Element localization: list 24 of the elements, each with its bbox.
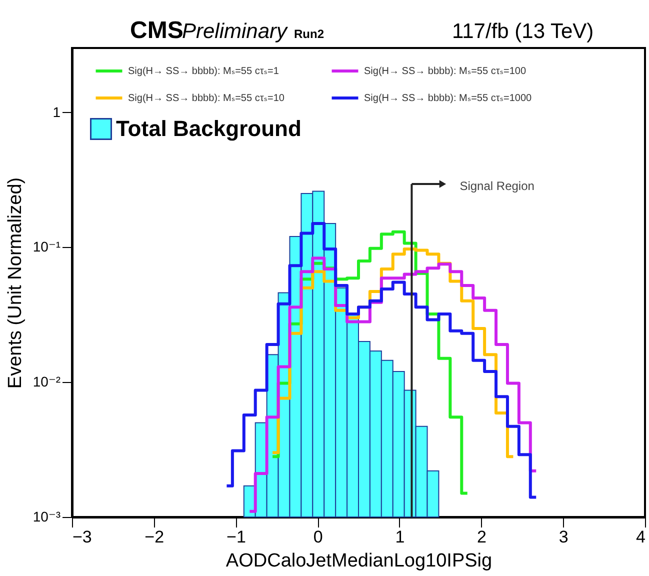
x-tick-label: 4 bbox=[636, 528, 646, 546]
x-axis-title: AODCaloJetMedianLog10IPSig bbox=[226, 550, 492, 572]
ref-line-label: Signal Region bbox=[460, 179, 534, 193]
x-tick-label: 1 bbox=[395, 528, 405, 546]
y-tick-label: 10⁻² bbox=[32, 374, 61, 390]
chart-title: CMS bbox=[130, 17, 184, 44]
legend-label: Sig(H→ SS→ bbbb): Mₛ=55 cτₛ=10 bbox=[128, 93, 285, 104]
legend-label: Sig(H→ SS→ bbbb): Mₛ=55 cτₛ=100 bbox=[364, 66, 526, 77]
x-tick-label: −1 bbox=[226, 528, 246, 546]
text: 117/fb (13 TeV) bbox=[452, 20, 594, 43]
y-axis-title: Events (Unit Normalized) bbox=[4, 177, 26, 389]
legend-label: Total Background bbox=[116, 116, 302, 141]
y-tick-label: 10⁻¹ bbox=[32, 238, 61, 255]
y-tick-label: 1 bbox=[52, 104, 61, 120]
x-tick-label: 3 bbox=[558, 528, 568, 546]
legend-label: Sig(H→ SS→ bbbb): Mₛ=55 cτₛ=1000 bbox=[364, 93, 532, 104]
x-tick-label: 0 bbox=[313, 528, 323, 546]
y-tick-label: 10⁻³ bbox=[32, 508, 61, 524]
x-tick-label: 2 bbox=[477, 528, 487, 546]
x-tick-label: −2 bbox=[144, 528, 164, 546]
text: Preliminary bbox=[182, 20, 289, 43]
text: Run2 bbox=[294, 27, 324, 41]
legend-label: Sig(H→ SS→ bbbb): Mₛ=55 cτₛ=1 bbox=[128, 66, 280, 77]
x-tick-label: −3 bbox=[72, 528, 92, 546]
